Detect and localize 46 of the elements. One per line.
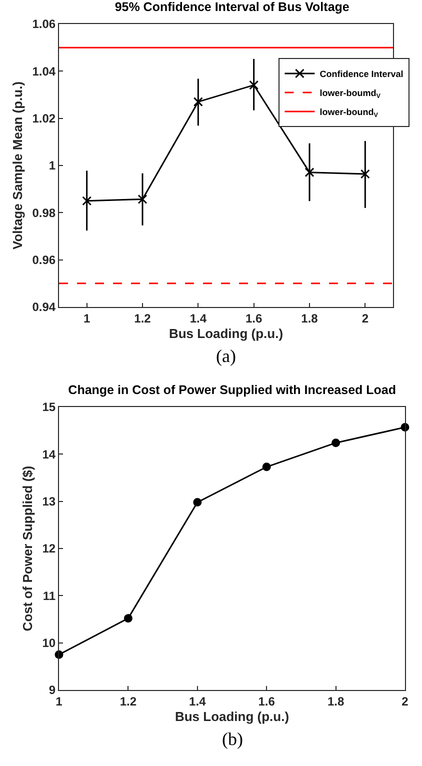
x-tick-label: 1.6 (258, 694, 276, 708)
point (193, 97, 203, 107)
y-tick-label: 1.04 (32, 64, 56, 78)
y-tick-label: 13 (42, 494, 56, 509)
y-tick-label: 11 (42, 588, 56, 603)
y-tick-label: 12 (42, 542, 56, 556)
point (193, 498, 202, 507)
chart-title: 95% Confidence Interval of Bus Voltage (114, 0, 350, 14)
legend-label: lower-boumd$_{V}$ (320, 88, 382, 100)
x-tick-label: 1 (83, 311, 90, 326)
x-tick-label: 1.4 (189, 694, 206, 708)
point (82, 196, 92, 206)
y-tick-label: 1.06 (32, 17, 56, 32)
y-tick-label: 0.96 (32, 253, 56, 268)
point (262, 462, 271, 472)
y-axis-title: Cost of Power Supplied ($) (20, 466, 36, 632)
y-tick-label: 1.02 (32, 112, 56, 126)
x-tick-label: 1.2 (134, 311, 152, 326)
y-tick-label: 0.98 (32, 206, 56, 220)
text: (b) (222, 729, 243, 749)
point (332, 438, 340, 448)
point (138, 194, 148, 204)
y-tick-label: 14 (42, 447, 56, 462)
y-tick-label: 15 (42, 400, 56, 414)
x-axis-title: Bus Loading (p.u.) (168, 326, 284, 341)
point (360, 169, 370, 179)
x-tick-label: 1.4 (190, 311, 207, 326)
x-tick-label: 1.2 (120, 694, 137, 708)
point (249, 80, 259, 90)
legend-label: Confidence Interval (320, 68, 404, 79)
y-axis-title: Voltage Sample Mean (p.u.) (10, 81, 26, 250)
x-tick-label: 1.8 (327, 694, 344, 708)
legend-label: lower-bound$_{V}$ (320, 106, 379, 119)
point (124, 614, 132, 623)
x-tick-label: 2 (362, 311, 369, 326)
x-tick-label: 1.8 (301, 311, 318, 326)
x-axis-title: Bus Loading (p.u.) (174, 709, 290, 724)
x-tick-label: 2 (402, 694, 409, 708)
y-tick-label: 1 (48, 158, 56, 173)
y-tick-label: 10 (42, 636, 56, 650)
y-tick-label: 9 (48, 683, 56, 698)
chart-title: Change in Cost of Power Supplied with Increased Load (68, 382, 396, 397)
y-tick-label: 0.94 (32, 300, 56, 314)
x-tick-label: 1.6 (245, 311, 262, 326)
text: (a) (216, 346, 236, 366)
point (304, 168, 314, 178)
